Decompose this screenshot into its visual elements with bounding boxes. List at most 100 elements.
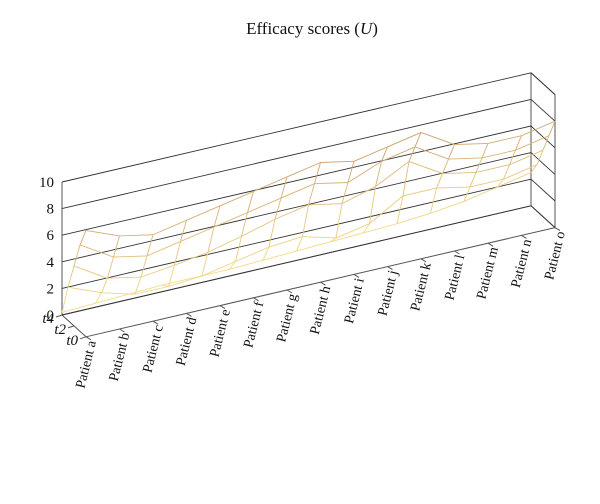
surface-line-segment: [140, 264, 175, 278]
surface-line-segment: [296, 241, 331, 252]
surface-line-segment: [335, 203, 343, 239]
surface-line-segment: [381, 146, 388, 162]
surface-line-segment: [268, 219, 276, 248]
surface-line-segment: [481, 143, 489, 159]
surface-line-segment: [73, 265, 108, 279]
back-wall-gridline: [61, 152, 532, 263]
right-wall-gridline: [530, 205, 556, 228]
patient-tick-label: Patient j: [376, 269, 402, 318]
surface-line-segment: [280, 176, 288, 199]
patient-tick-label: Patient g: [274, 292, 301, 344]
patient-tick-mark: [353, 273, 360, 278]
surface-line-segment: [213, 212, 248, 228]
surface-line-segment: [262, 246, 270, 261]
surface-line-segment: [296, 236, 303, 252]
surface-line-segment: [174, 241, 181, 266]
surface-line-segment: [396, 212, 431, 225]
surface-line-segment: [430, 201, 465, 214]
surface-line-segment: [262, 250, 297, 261]
chart-title: Efficacy scores (U): [246, 19, 378, 38]
patient-tick-mark: [454, 250, 460, 255]
surface-line-segment: [229, 261, 236, 270]
surface-line-segment: [503, 164, 510, 180]
surface-line-segment: [128, 284, 163, 295]
surface-line-segment: [162, 284, 169, 287]
surface-line-segment: [180, 226, 215, 242]
patient-tick-mark: [219, 305, 226, 310]
surface-line-segment: [195, 275, 203, 278]
surface-line-segment: [408, 161, 443, 175]
patient-tick-label: Patient k: [408, 261, 435, 313]
patient-tick-mark: [487, 242, 494, 247]
patient-tick-label: Patient c: [141, 324, 167, 375]
surface-line-segment: [95, 293, 130, 304]
surface-line-segment: [436, 186, 471, 189]
patient-tick-label: Patient l: [443, 253, 469, 302]
right-wall-gridline: [530, 152, 556, 175]
time-tick-mark: [79, 336, 87, 340]
surface-line-segment: [241, 218, 276, 237]
z-tick-label: 4: [47, 255, 55, 271]
surface-mesh: [61, 120, 556, 313]
surface-line-segment: [107, 256, 114, 279]
patient-tick-mark: [119, 328, 125, 333]
surface-line-segment: [107, 276, 142, 279]
surface-line-segment: [180, 220, 187, 242]
surface-line-segment: [469, 178, 504, 188]
surface-line-segment: [335, 223, 370, 239]
surface-line-segment: [85, 229, 120, 237]
back-wall-gridline: [61, 98, 532, 210]
surface-line-segment: [454, 143, 489, 146]
surface-line-segment: [402, 187, 437, 197]
surface-line-segment: [469, 172, 477, 188]
surface-line-segment: [302, 204, 309, 237]
surface-line-segment: [414, 132, 422, 148]
back-wall-gridline: [61, 178, 532, 289]
surface-line-segment: [503, 164, 538, 180]
surface-line-segment: [207, 235, 242, 253]
patient-tick-label: Patient h: [308, 285, 335, 337]
surface-line-segment: [61, 302, 96, 313]
z-tick-label: 10: [39, 175, 54, 191]
surface-line-segment: [235, 246, 270, 262]
surface-line-segment: [530, 164, 538, 173]
back-wall-gridline: [61, 72, 532, 183]
surface-line-segment: [363, 223, 398, 234]
z-tick-label: 0: [47, 308, 55, 324]
patient-tick-label: Patient f: [241, 300, 267, 350]
surface-line-segment: [430, 187, 437, 214]
surface-line-segment: [101, 278, 108, 293]
surface-line-segment: [274, 197, 282, 220]
surface-line-segment: [402, 161, 410, 196]
surface-line-segment: [67, 265, 75, 288]
right-wall-gridline: [530, 72, 556, 95]
surface-line-segment: [408, 146, 416, 162]
surface-line-segment: [308, 203, 343, 206]
surface-line-segment: [536, 150, 544, 165]
surface-line-segment: [341, 186, 376, 205]
surface-line-segment: [481, 149, 516, 159]
time-tick-mark: [55, 314, 63, 318]
surface-line-segment: [286, 162, 321, 178]
surface-line-segment: [487, 135, 522, 144]
z-tick-label: 8: [47, 202, 55, 218]
patient-tick-label: Patient b: [107, 331, 134, 383]
time-tick-label: t4: [42, 311, 54, 327]
surface-line-segment: [320, 160, 355, 163]
patient-tick-mark: [320, 281, 326, 286]
patient-tick-mark: [253, 297, 259, 302]
surface-line-segment: [140, 255, 148, 278]
surface-line-segment: [314, 162, 321, 184]
back-wall-gridline: [61, 205, 532, 316]
surface-line-segment: [162, 276, 197, 286]
surface-line-segment: [253, 176, 288, 192]
z-tick-label: 6: [47, 228, 55, 244]
surface-line-segment: [213, 205, 221, 228]
surface-line-segment: [152, 219, 187, 236]
surface-line-segment: [497, 172, 532, 188]
surface-line-segment: [168, 265, 175, 287]
surface-line-segment: [268, 236, 303, 248]
patient-tick-label: Patient i: [342, 277, 368, 326]
